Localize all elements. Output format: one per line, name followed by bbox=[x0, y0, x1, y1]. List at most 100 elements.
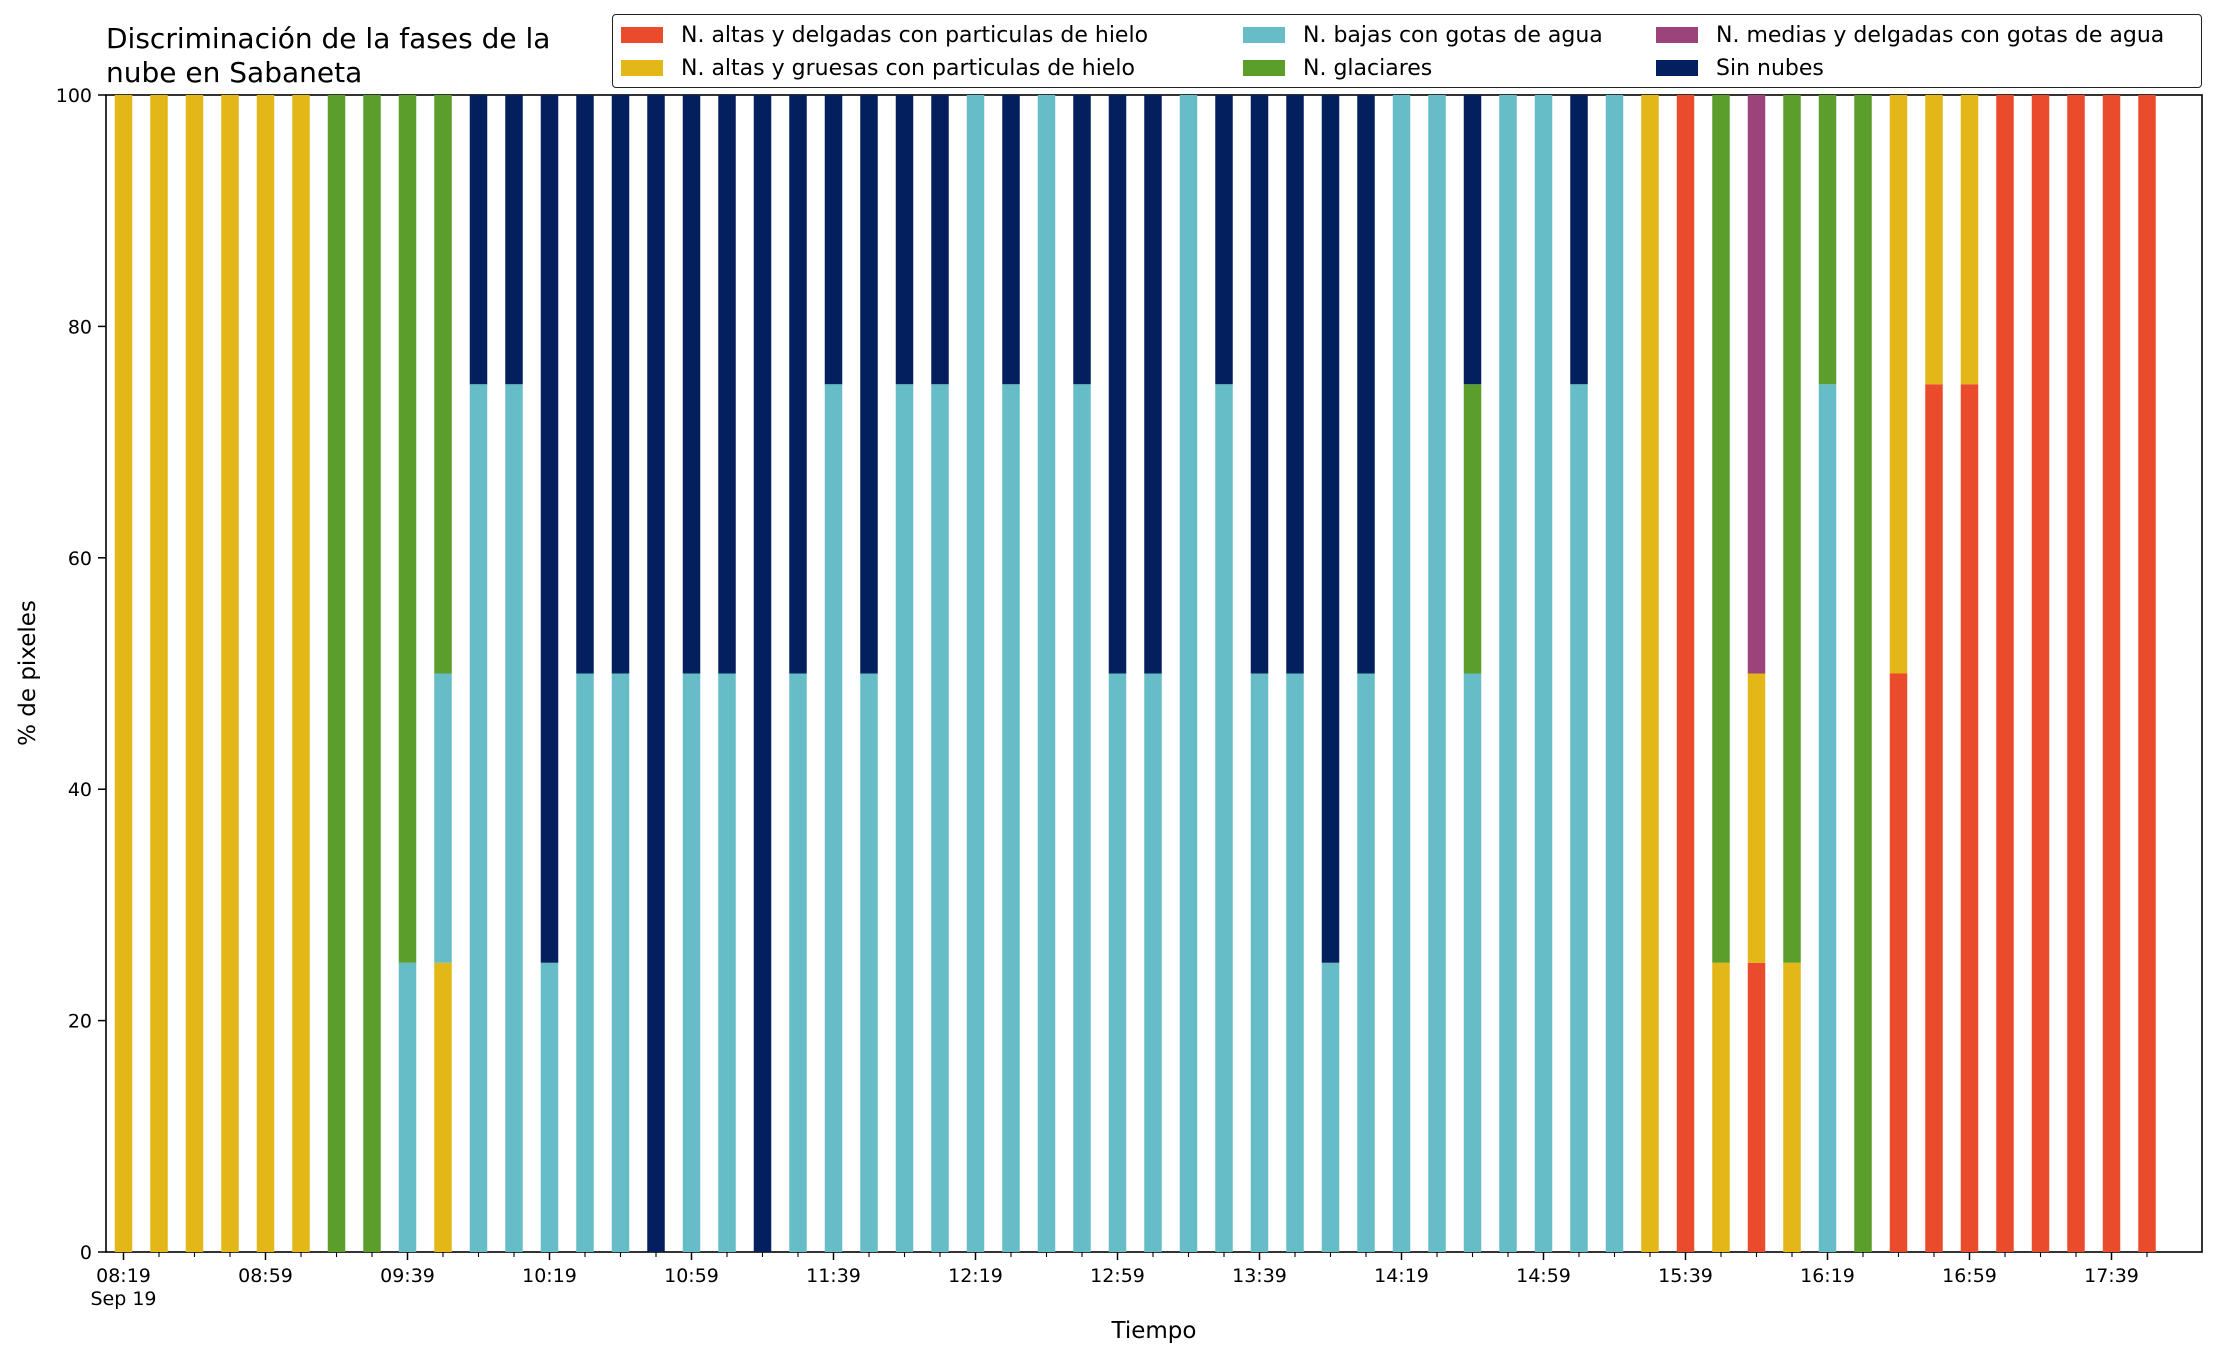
bar-segment-0949-s2 bbox=[434, 673, 452, 963]
bar-segment-0859-s1 bbox=[256, 95, 275, 1252]
bar-segment-1329-s5 bbox=[1215, 95, 1233, 385]
bar-segment-1059-s5 bbox=[682, 95, 701, 674]
bar-segment-0929-s4 bbox=[363, 95, 381, 1252]
x-tick-label: 08:59 bbox=[238, 1265, 293, 1287]
bar-segment-1249-s2 bbox=[1073, 384, 1091, 1252]
bar-segment-1309-s2 bbox=[1144, 673, 1162, 1252]
bar-segment-0959-s5 bbox=[469, 95, 488, 385]
bar-segment-1439-s4 bbox=[1463, 384, 1482, 674]
bar-segment-1129-s5 bbox=[789, 95, 807, 674]
chart-title-line-2: nube en Sabaneta bbox=[106, 56, 363, 89]
bar-segment-1149-s5 bbox=[860, 95, 878, 674]
bar-segment-1239-s2 bbox=[1037, 95, 1056, 1252]
bar-segment-1139-s5 bbox=[824, 95, 843, 385]
legend-label: N. bajas con gotas de agua bbox=[1303, 22, 1603, 48]
legend-item-glaciares: N. glaciares bbox=[1243, 53, 1432, 83]
bar-segment-1709-s0 bbox=[1996, 95, 2014, 1252]
bar-segment-1029-s5 bbox=[576, 95, 594, 674]
x-tick-label: 17:39 bbox=[2084, 1265, 2139, 1287]
bar-segment-1009-s2 bbox=[505, 384, 523, 1252]
legend-swatch bbox=[1243, 27, 1285, 43]
bar-segment-0919-s4 bbox=[327, 95, 346, 1252]
bar-segment-0959-s2 bbox=[469, 384, 488, 1252]
bar-segment-1659-s1 bbox=[1960, 95, 1979, 385]
bar-segment-1259-s2 bbox=[1108, 673, 1127, 1252]
bar-segment-1129-s2 bbox=[789, 673, 807, 1252]
chart-title: Discriminación de la fases de la nube en… bbox=[106, 22, 626, 90]
bar-segment-1359-s5 bbox=[1321, 95, 1340, 963]
bar-segment-1629-s4 bbox=[1854, 95, 1872, 1252]
bar-segment-1459-s2 bbox=[1534, 95, 1553, 1252]
bar-segment-1649-s0 bbox=[1925, 384, 1943, 1252]
x-axis-label: Tiempo bbox=[1111, 1318, 1197, 1344]
bar-segment-1609-s1 bbox=[1783, 962, 1801, 1252]
bar-segment-1729-s0 bbox=[2067, 95, 2085, 1252]
bar-segment-0819-s1 bbox=[114, 95, 133, 1252]
x-tick-date-label: Sep 19 bbox=[90, 1288, 156, 1310]
bar-segment-0939-s2 bbox=[398, 962, 417, 1252]
bar-segment-0829-s1 bbox=[150, 95, 168, 1252]
bar-segment-1339-s2 bbox=[1250, 673, 1269, 1252]
bar-segment-1159-s5 bbox=[895, 95, 914, 385]
bar-segment-1549-s1 bbox=[1712, 962, 1730, 1252]
x-tick-label: 14:59 bbox=[1516, 1265, 1571, 1287]
bar-segment-1509-s2 bbox=[1570, 384, 1588, 1252]
bar-segment-1429-s2 bbox=[1428, 95, 1446, 1252]
legend-label: N. glaciares bbox=[1303, 55, 1433, 81]
bar-segment-1359-s2 bbox=[1321, 962, 1340, 1252]
bar-segment-1449-s2 bbox=[1499, 95, 1517, 1252]
bar-segment-1059-s2 bbox=[682, 673, 701, 1252]
x-tick-label: 10:19 bbox=[522, 1265, 577, 1287]
y-tick-label: 20 bbox=[68, 1011, 92, 1033]
legend-item-altas-delgadas: N. altas y delgadas con particulas de hi… bbox=[621, 20, 1148, 50]
bar-segment-1119-s5 bbox=[753, 95, 772, 1252]
y-tick-label: 80 bbox=[68, 316, 92, 338]
legend-label: N. altas y delgadas con particulas de hi… bbox=[681, 22, 1149, 48]
bar-segment-1549-s4 bbox=[1712, 95, 1730, 963]
bar-segment-0949-s4 bbox=[434, 95, 452, 674]
bar-segment-1719-s0 bbox=[2031, 95, 2050, 1252]
bar-segment-1639-s0 bbox=[1889, 673, 1908, 1252]
bar-segment-0839-s1 bbox=[185, 95, 204, 1252]
chart-title-line-1: Discriminación de la fases de la bbox=[106, 22, 551, 55]
x-tick-label: 08:19 bbox=[96, 1265, 151, 1287]
x-tick-label: 16:59 bbox=[1942, 1265, 1997, 1287]
bar-segment-1349-s5 bbox=[1286, 95, 1304, 674]
x-tick-label: 09:39 bbox=[380, 1265, 435, 1287]
y-axis-label: % de pixeles bbox=[15, 600, 41, 746]
bar-segment-1559-s1 bbox=[1747, 673, 1766, 963]
bar-segment-0939-s4 bbox=[398, 95, 417, 963]
y-tick-label: 100 bbox=[56, 85, 92, 107]
bar-segment-0849-s1 bbox=[221, 95, 239, 1252]
bar-segment-1439-s5 bbox=[1463, 95, 1482, 385]
bar-segment-1019-s5 bbox=[540, 95, 559, 963]
legend-swatch bbox=[621, 60, 663, 76]
x-tick-label: 16:19 bbox=[1800, 1265, 1855, 1287]
chart-legend: N. altas y delgadas con particulas de hi… bbox=[612, 14, 2202, 88]
bar-segment-1339-s5 bbox=[1250, 95, 1269, 674]
bar-segment-1319-s2 bbox=[1179, 95, 1198, 1252]
legend-item-sin-nubes: Sin nubes bbox=[1656, 53, 1824, 83]
legend-label: Sin nubes bbox=[1716, 55, 1824, 81]
bar-segment-1529-s1 bbox=[1641, 95, 1659, 1252]
bar-segment-1509-s5 bbox=[1570, 95, 1588, 385]
bar-segment-1029-s2 bbox=[576, 673, 594, 1252]
bar-segment-1419-s2 bbox=[1392, 95, 1411, 1252]
x-tick-label: 15:39 bbox=[1658, 1265, 1713, 1287]
bar-segment-1039-s2 bbox=[611, 673, 630, 1252]
bar-segment-1309-s5 bbox=[1144, 95, 1162, 674]
bar-segment-1749-s0 bbox=[2138, 95, 2156, 1252]
x-axis-ticks: 08:19 08:59 09:39 10:19 10:59 11:39 12:19 12:59… bbox=[90, 1252, 2148, 1310]
legend-item-altas-gruesas: N. altas y gruesas con particulas de hie… bbox=[621, 53, 1135, 83]
bar-segment-1539-s0 bbox=[1676, 95, 1695, 1252]
bar-segment-1209-s2 bbox=[931, 384, 949, 1252]
bar-segment-1149-s2 bbox=[860, 673, 878, 1252]
bar-segment-1409-s5 bbox=[1357, 95, 1375, 674]
bar-segment-1109-s5 bbox=[718, 95, 736, 674]
x-tick-label: 12:59 bbox=[1090, 1265, 1145, 1287]
bar-segment-1329-s2 bbox=[1215, 384, 1233, 1252]
y-axis-ticks: 0 20 40 60 80 100 bbox=[56, 85, 106, 1264]
y-tick-label: 40 bbox=[68, 779, 92, 801]
bar-segment-1659-s0 bbox=[1960, 384, 1979, 1252]
legend-item-bajas-agua: N. bajas con gotas de agua bbox=[1243, 20, 1603, 50]
